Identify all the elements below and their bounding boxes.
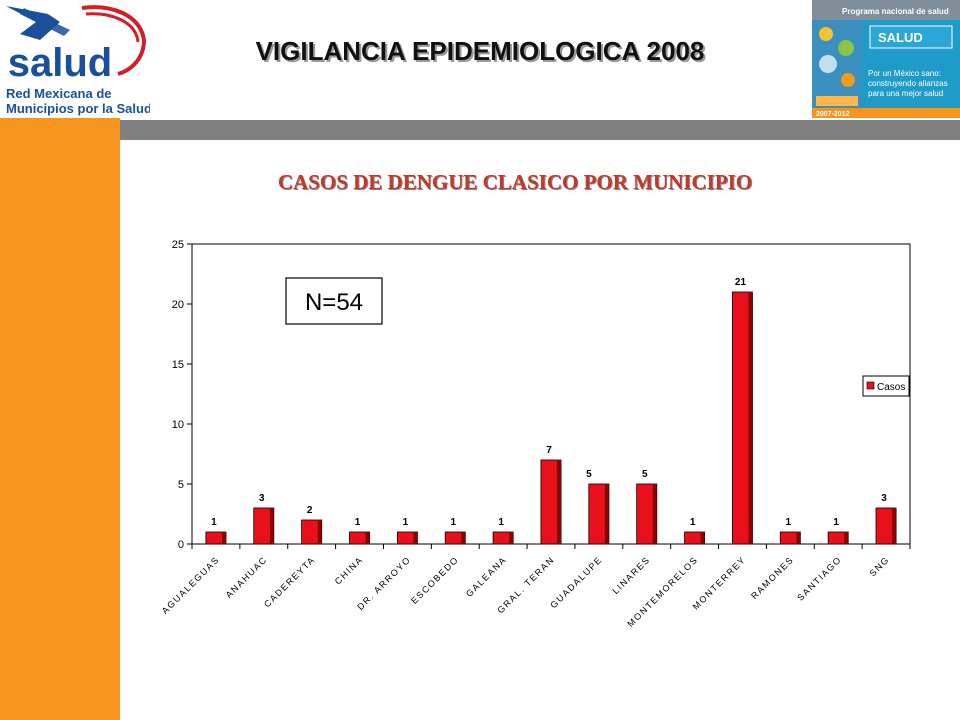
annotation-box [285, 277, 383, 325]
programa-nacional-logo: Programa nacional de salud SALUD Por un … [812, 0, 960, 118]
data-label: 1 [403, 517, 409, 528]
data-label: 1 [450, 517, 456, 528]
y-tick-label: 25 [172, 239, 184, 251]
data-label: 5 [642, 469, 648, 480]
data-label: 1 [355, 517, 361, 528]
category-label: RAMONES [749, 554, 796, 601]
gray-header-band [120, 120, 960, 140]
data-label: 3 [881, 493, 887, 504]
bar-shade [652, 484, 657, 544]
data-label: 7 [546, 445, 552, 456]
y-tick-label: 15 [172, 359, 184, 371]
legend-box [862, 375, 910, 397]
programa-brand: SALUD [878, 30, 923, 45]
data-label: 3 [259, 493, 265, 504]
category-label: CHINA [333, 554, 365, 586]
category-label: ESCOBEDO [409, 554, 461, 606]
bar-shade [509, 532, 514, 544]
bar-shade [317, 520, 322, 544]
programa-slogan2: construyendo alianzas [868, 79, 948, 88]
y-tick-label: 0 [178, 539, 184, 551]
category-label: MONTERREY [691, 554, 748, 611]
bar-shade [748, 292, 753, 544]
category-label: GUADALUPE [548, 554, 604, 610]
salud-logo: salud Red Mexicana de Municipios por la … [0, 0, 152, 118]
legend-label: Casos [877, 382, 905, 393]
data-label: 2 [307, 505, 313, 516]
programa-slogan3: para una mejor salud [868, 89, 943, 98]
category-label: AGUALEGUAS [160, 554, 222, 616]
data-label: 5 [586, 469, 592, 480]
data-label: 1 [786, 517, 792, 528]
y-tick-label: 5 [178, 479, 184, 491]
bar [253, 507, 275, 545]
bar-shade [365, 532, 370, 544]
bar-shade [221, 532, 226, 544]
bar-shade [844, 532, 849, 544]
bar-shade [269, 508, 274, 544]
programa-slogan1: Por un México sano: [868, 69, 941, 78]
category-label: DR. ARROYO [355, 554, 413, 612]
bar-shade [557, 460, 562, 544]
bar-shade [796, 532, 801, 544]
bar-shade [413, 532, 418, 544]
y-tick-label: 10 [172, 419, 184, 431]
bar-shade [892, 508, 897, 544]
salud-logo-line2: Municipios por la Salud [6, 101, 150, 116]
data-label: 1 [833, 517, 839, 528]
data-label: 1 [690, 517, 696, 528]
page-title: VIGILANCIA EPIDEMIOLOGICA 2008 [255, 36, 705, 66]
category-label: GALEANA [464, 554, 509, 599]
salud-logo-brand: salud [8, 41, 112, 85]
data-label: 1 [211, 517, 217, 528]
chart-title: CASOS DE DENGUE CLASICO POR MUNICIPIO [277, 170, 753, 194]
annotation-label: N=54 [305, 289, 363, 316]
category-label: SANTIAGO [795, 554, 843, 602]
data-label: 21 [735, 277, 747, 288]
orange-sidebar [0, 118, 120, 720]
legend-swatch [866, 381, 875, 390]
bar-shade [604, 484, 609, 544]
salud-logo-line1: Red Mexicana de [6, 86, 112, 101]
programa-years: 2007-2012 [816, 111, 850, 118]
bar-chart: 05101520251AGUALEGUAS3ANAHUAC2CADEREYTA1… [160, 239, 911, 629]
category-label: SNG [867, 554, 891, 578]
category-label: CADEREYTA [262, 554, 317, 609]
bar [349, 531, 370, 545]
category-label: LINARES [610, 554, 652, 596]
y-tick-label: 20 [172, 299, 184, 311]
bar-shade [700, 532, 705, 544]
data-label: 1 [498, 517, 504, 528]
category-label: ANAHUAC [224, 554, 270, 600]
bar-shade [461, 532, 466, 544]
programa-heading: Programa nacional de salud [842, 7, 949, 16]
